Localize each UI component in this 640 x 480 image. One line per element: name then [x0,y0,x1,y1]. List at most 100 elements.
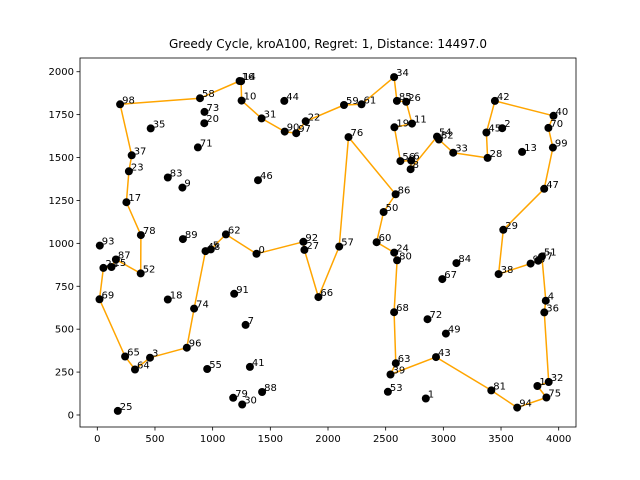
city-point-70 [544,123,553,132]
city-point-83 [163,173,172,182]
city-label-38: 38 [501,265,514,276]
city-label-41: 41 [252,358,265,369]
city-label-97: 97 [298,124,311,135]
city-point-18 [163,295,172,304]
city-point-28 [483,153,492,162]
city-label-24: 24 [396,244,409,255]
y-tick-label-250: 250 [55,368,74,379]
city-label-1: 1 [428,390,434,401]
city-label-54: 54 [439,128,452,139]
city-point-15 [107,263,116,271]
city-point-75 [542,393,551,402]
city-label-45: 45 [488,124,501,135]
city-label-27: 27 [306,241,319,252]
city-label-35: 35 [153,119,166,130]
city-point-65 [121,352,130,361]
city-label-88: 88 [264,383,277,394]
city-point-77 [534,256,543,265]
city-label-61: 61 [364,95,377,106]
y-tick-label-750: 750 [55,282,74,293]
city-label-78: 78 [143,226,156,237]
city-point-81 [487,386,496,395]
city-label-67: 67 [444,270,457,281]
city-point-36 [540,308,549,317]
city-point-57 [335,242,344,251]
city-label-32: 32 [551,373,564,384]
city-label-84: 84 [458,254,471,265]
city-label-28: 28 [490,149,503,160]
city-point-69 [95,295,104,304]
city-label-36: 36 [546,303,559,314]
city-point-66 [314,293,323,302]
city-label-53: 53 [390,383,403,394]
city-label-25: 25 [120,402,133,413]
city-point-97 [292,129,301,138]
city-label-72: 72 [430,310,443,321]
city-point-39 [386,370,395,379]
city-label-92: 92 [305,233,318,244]
city-point-10 [237,96,246,105]
city-label-19: 19 [396,118,409,129]
city-label-71: 71 [200,138,213,149]
city-point-67 [438,275,447,284]
x-tick-label-1500: 1500 [258,434,283,445]
city-label-86: 86 [398,185,411,196]
city-point-90 [280,127,289,136]
city-point-53 [383,387,392,396]
city-point-88 [258,388,267,396]
city-label-82: 82 [441,131,454,142]
city-point-55 [203,365,212,373]
city-label-94: 94 [519,399,532,410]
city-point-21 [99,263,108,272]
x-tick-label-500: 500 [145,434,164,445]
city-label-11: 11 [414,115,427,126]
city-point-43 [432,353,440,362]
city-point-85 [392,96,401,105]
city-label-96: 96 [189,339,202,350]
city-point-60 [372,238,381,247]
city-point-34 [390,73,399,82]
city-point-49 [441,329,450,338]
city-label-39: 39 [393,366,406,377]
city-label-33: 33 [455,144,468,155]
city-label-89: 89 [185,230,198,241]
x-tick-label-1000: 1000 [200,434,225,445]
city-label-91: 91 [236,285,249,296]
city-label-42: 42 [497,92,510,103]
city-point-59 [340,101,348,109]
city-label-13: 13 [524,143,537,154]
city-label-64: 64 [137,361,150,372]
city-point-20 [200,119,209,128]
city-point-13 [518,147,527,156]
city-point-82 [434,135,443,144]
city-label-57: 57 [341,238,354,249]
city-point-80 [393,256,402,265]
y-tick-label-0: 0 [68,410,74,421]
chart-title: Greedy Cycle, kroA100, Regret: 1, Distan… [169,37,487,51]
city-label-31: 31 [264,109,277,120]
y-tick-label-1500: 1500 [49,153,74,164]
city-point-63 [391,359,400,368]
city-point-24 [390,248,399,257]
city-label-59: 59 [346,96,359,107]
city-label-17: 17 [128,193,141,204]
city-label-81: 81 [493,381,506,392]
city-label-5: 5 [213,240,219,251]
city-label-47: 47 [546,180,559,191]
y-tick-label-1250: 1250 [49,196,74,207]
x-tick-label-0: 0 [94,434,100,445]
city-point-27 [300,245,309,254]
city-label-14: 14 [243,72,256,83]
city-point-58 [196,94,204,103]
city-point-32 [544,378,553,386]
city-point-30 [238,400,247,409]
city-label-16: 16 [242,72,255,83]
city-label-6: 6 [413,152,419,163]
city-point-78 [136,231,145,240]
city-point-89 [178,235,187,244]
city-label-87: 87 [118,251,131,262]
city-point-68 [390,308,399,317]
city-point-7 [241,320,250,329]
city-point-52 [136,269,145,278]
city-label-85: 85 [399,92,412,103]
